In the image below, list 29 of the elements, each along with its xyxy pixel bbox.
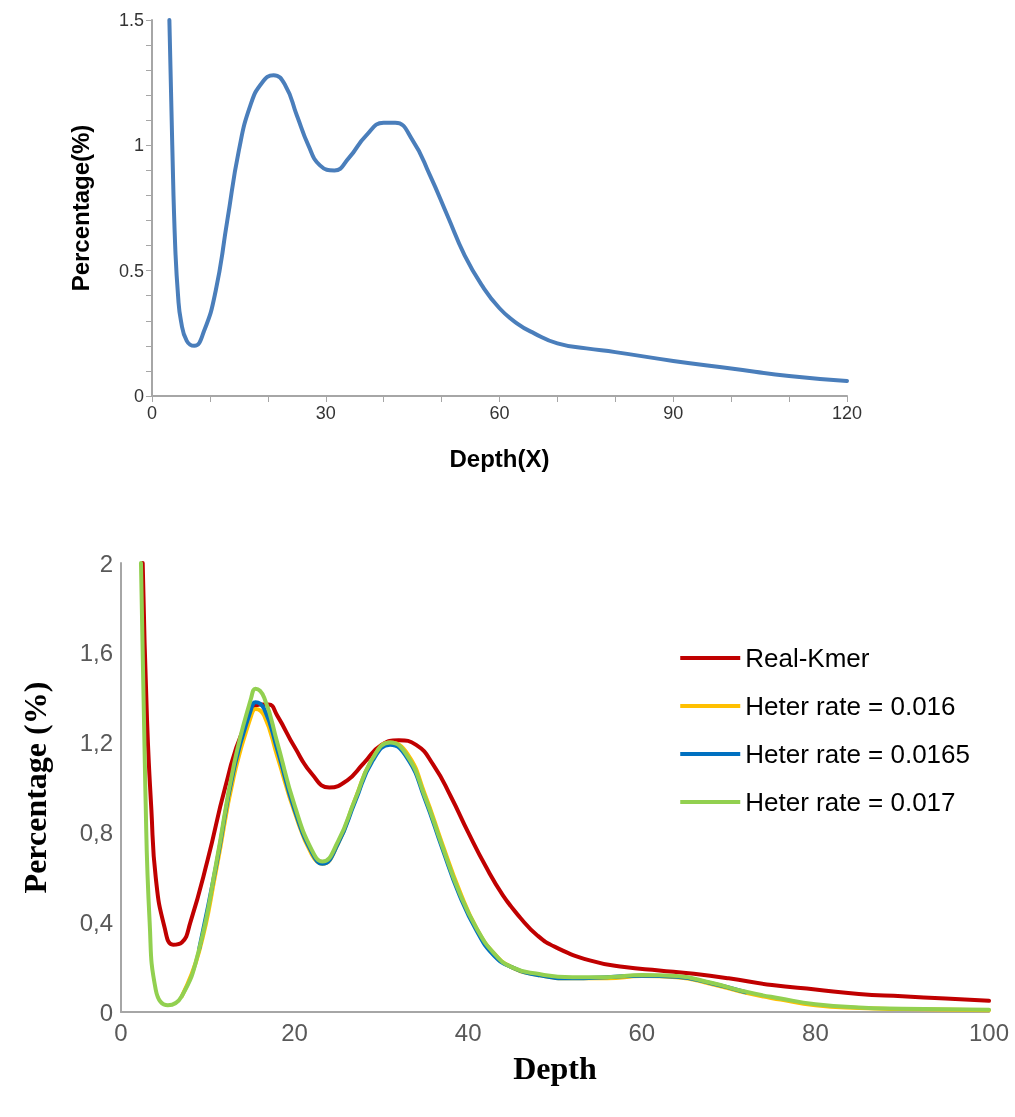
y-tick-label: 0,8 [79, 818, 113, 846]
line-series [167, 18, 849, 383]
y-tick-label: 0.5 [118, 260, 144, 281]
x-tick-label: 90 [663, 403, 684, 423]
x-axis-title: Depth(X) [449, 444, 550, 472]
x-tick-label: 60 [628, 1018, 656, 1046]
legend-label: Real-Kmer [745, 643, 870, 673]
y-axis-title: Percentage (%) [17, 681, 53, 894]
x-tick-label: 0 [146, 403, 158, 423]
y-tick-label: 0 [99, 998, 113, 1026]
x-tick-label: 40 [454, 1018, 482, 1046]
x-tick-label: 100 [968, 1018, 1010, 1046]
x-tick-label: 120 [831, 403, 863, 423]
legend-label: Heter rate = 0.017 [745, 787, 956, 817]
y-tick-label: 2 [99, 549, 113, 577]
x-tick-label: 30 [315, 403, 336, 423]
legend-label: Heter rate = 0.016 [745, 691, 956, 721]
y-tick-label: 1 [133, 135, 144, 156]
x-tick-label: 80 [802, 1018, 829, 1046]
y-tick-label: 1,6 [79, 639, 113, 667]
y-tick-label: 1,2 [79, 729, 113, 757]
x-axis-title: Depth [513, 1050, 597, 1086]
y-axis-title: Percentage(%) [66, 124, 94, 292]
y-tick-label: 1.5 [118, 10, 144, 30]
y-tick-label: 0 [133, 386, 144, 406]
legend-label: Heter rate = 0.0165 [745, 739, 971, 769]
x-tick-label: 20 [281, 1018, 308, 1046]
y-tick-label: 0,4 [79, 908, 113, 936]
x-tick-label: 60 [489, 403, 510, 423]
